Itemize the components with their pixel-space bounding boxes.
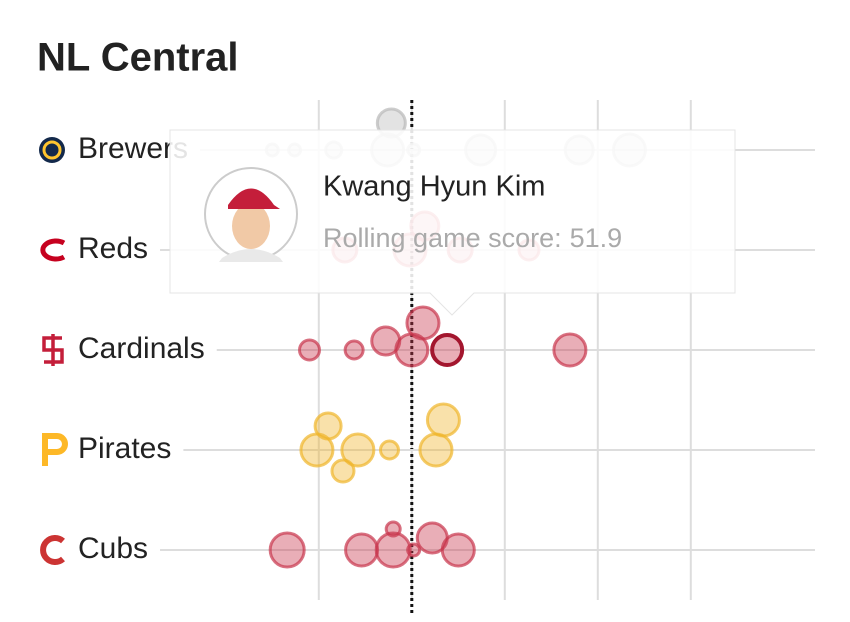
dot [378, 439, 400, 461]
tooltip-box [169, 129, 736, 316]
tooltip-value: 51.9 [570, 223, 623, 253]
avatar-cap [228, 188, 280, 209]
tooltip: Kwang Hyun Kim Rolling game score: 51.9 [169, 129, 736, 316]
cubs-logo [40, 535, 65, 565]
dot [340, 432, 376, 468]
avatar-shirt [219, 249, 283, 262]
dot [552, 332, 588, 368]
dot [425, 402, 461, 438]
cardinals-logo [42, 334, 64, 366]
dot [344, 532, 380, 568]
dot [405, 305, 441, 341]
team-logos [39, 137, 68, 565]
row-label: Cardinals [78, 332, 205, 365]
dot [384, 520, 402, 538]
dot [406, 542, 422, 558]
highlighted-dot [430, 333, 465, 367]
dot [313, 411, 343, 441]
dot [343, 339, 365, 361]
pirates-logo [42, 433, 68, 466]
avatar-face [232, 203, 270, 249]
reds-logo [40, 238, 66, 262]
tooltip-label: Rolling game score: [323, 223, 562, 253]
dot [298, 338, 321, 362]
dot [374, 531, 412, 569]
tooltip-text: Rolling game score: 51.9 [323, 223, 622, 253]
chart-title: NL Central [37, 36, 239, 80]
row-label: Cubs [78, 532, 148, 565]
row-label: Pirates [78, 432, 171, 465]
dot [330, 458, 356, 484]
row-label: Reds [78, 232, 148, 265]
tooltip-name: Kwang Hyun Kim [323, 171, 545, 203]
dot [415, 521, 449, 555]
dot [370, 325, 402, 357]
brewers-logo-ring [42, 140, 62, 160]
dot [268, 531, 306, 569]
dot [418, 432, 454, 468]
